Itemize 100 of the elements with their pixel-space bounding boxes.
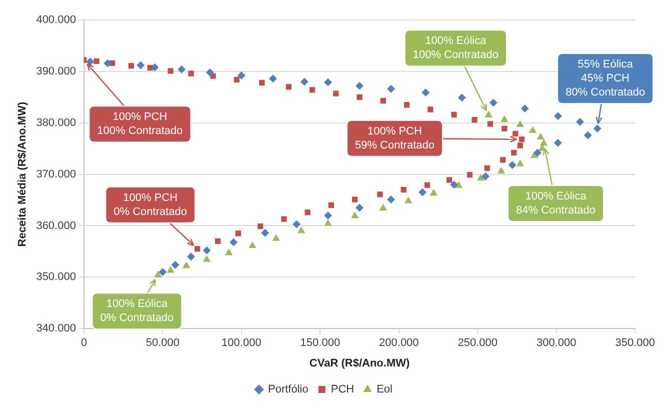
point <box>324 211 332 220</box>
point <box>188 70 194 76</box>
point <box>158 268 167 276</box>
point <box>128 62 134 69</box>
point <box>476 174 485 181</box>
point <box>484 165 490 171</box>
x-tick-label: 350.000 <box>615 337 655 350</box>
point <box>86 58 94 66</box>
point <box>554 112 562 120</box>
point <box>584 131 592 140</box>
point <box>508 161 516 170</box>
point <box>518 136 525 142</box>
point <box>428 106 434 112</box>
point <box>500 115 508 122</box>
annotation: 100% PCH 59% Contratado <box>354 125 434 152</box>
annotation: 100% PCH 100% Contratado <box>97 111 183 138</box>
point <box>489 98 498 107</box>
point <box>487 121 494 127</box>
annotation: 100% Eólica 84% Contratado <box>516 190 596 216</box>
y-tick-label: 390.000 <box>36 65 76 78</box>
point <box>300 78 308 86</box>
legend-label: PCH <box>330 384 354 396</box>
y-tick-label: 340.000 <box>36 322 76 335</box>
point <box>387 84 396 93</box>
point <box>224 248 233 256</box>
annotation: 100% PCH 0% Contratado <box>114 192 188 218</box>
point <box>379 204 388 210</box>
point <box>500 157 506 163</box>
point <box>297 226 306 234</box>
y-tick-label: 400.000 <box>36 14 76 26</box>
point <box>576 118 584 126</box>
x-tick-label: 250.000 <box>458 337 498 350</box>
point <box>516 160 524 166</box>
point <box>333 90 339 96</box>
point <box>404 196 412 204</box>
point <box>517 142 523 148</box>
point <box>178 65 186 74</box>
point <box>324 219 332 226</box>
point <box>502 126 508 132</box>
x-tick-label: 150.000 <box>300 337 340 350</box>
point <box>451 112 457 118</box>
x-axis-title: CVaR (R$/Ano.MW) <box>309 357 410 370</box>
point <box>520 104 529 112</box>
point <box>380 98 386 104</box>
point <box>259 80 265 86</box>
point <box>356 82 364 90</box>
point <box>377 192 383 198</box>
point <box>430 188 438 196</box>
point <box>328 202 334 208</box>
point <box>182 261 190 268</box>
point <box>356 94 362 100</box>
point <box>466 172 473 178</box>
y-tick-label: 360.000 <box>36 220 76 232</box>
point <box>281 216 287 222</box>
x-tick-label: 0 <box>80 337 88 350</box>
point <box>136 61 145 70</box>
point <box>272 234 280 241</box>
point <box>593 124 602 133</box>
point <box>484 110 493 118</box>
point <box>154 270 162 278</box>
point <box>554 138 562 147</box>
y-tick-label: 370.000 <box>36 168 76 180</box>
point <box>94 58 100 64</box>
point <box>187 252 196 261</box>
legend-label: Eol <box>376 384 392 396</box>
point <box>450 180 458 189</box>
x-tick-label: 50.000 <box>146 337 180 350</box>
point <box>422 88 430 97</box>
point <box>235 230 242 236</box>
point <box>418 188 427 196</box>
point <box>304 210 310 216</box>
point <box>171 260 180 269</box>
point <box>533 148 542 157</box>
annotation: 100% Eólica 100% Contratado <box>412 35 498 62</box>
point <box>168 68 174 74</box>
point <box>234 76 240 82</box>
point <box>424 182 430 188</box>
point <box>528 126 537 133</box>
point <box>472 116 478 123</box>
point <box>356 204 364 212</box>
point <box>202 246 211 254</box>
point <box>404 102 410 108</box>
point <box>292 220 301 228</box>
point <box>536 132 545 140</box>
point <box>166 266 174 273</box>
point <box>497 166 506 174</box>
point <box>248 241 256 248</box>
point <box>454 181 463 188</box>
point <box>350 211 359 218</box>
point <box>150 63 159 72</box>
y-tick-label: 350.000 <box>36 271 76 284</box>
x-tick-label: 200.000 <box>379 337 419 350</box>
annotation: 100% Eólica 0% Contratado <box>100 298 174 324</box>
point <box>206 68 214 76</box>
x-tick-label: 300.000 <box>536 337 576 350</box>
point <box>512 130 518 136</box>
point <box>202 255 211 262</box>
point <box>516 120 524 128</box>
point <box>194 246 200 252</box>
point <box>446 177 452 183</box>
